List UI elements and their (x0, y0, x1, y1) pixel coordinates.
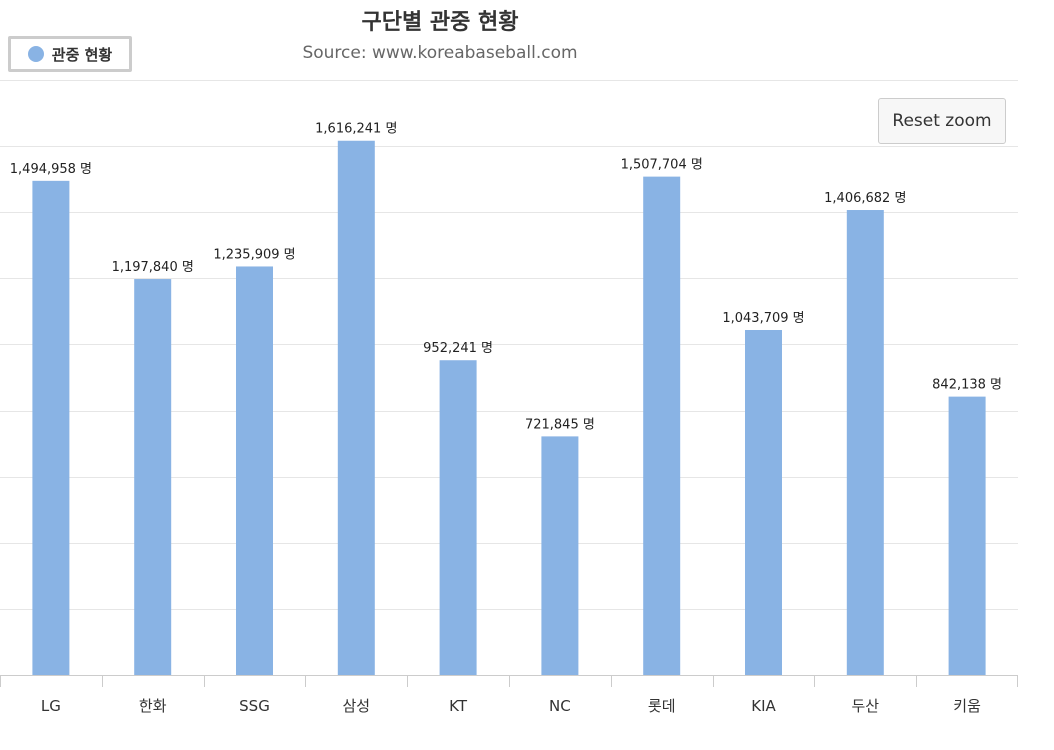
legend-label: 관중 현황 (51, 45, 113, 64)
data-label-6: 1,507,704 명 (621, 158, 703, 173)
x-tick-label-9: 키움 (953, 697, 981, 715)
bar-8[interactable] (846, 210, 884, 676)
bar-7[interactable] (745, 329, 782, 675)
bar-2[interactable] (236, 266, 273, 675)
x-tick-label-4: KT (449, 697, 468, 715)
bar-3[interactable] (337, 140, 375, 675)
bar-5[interactable] (541, 436, 579, 675)
x-tick-label-1: 한화 (139, 697, 167, 715)
bar-1[interactable] (134, 279, 172, 675)
data-label-5: 721,845 명 (525, 417, 595, 432)
data-label-9: 842,138 명 (932, 378, 1002, 393)
data-label-3: 1,616,241 명 (315, 122, 397, 137)
data-label-8: 1,406,682 명 (824, 191, 906, 206)
chart-title: 구단별 관중 현황 (361, 10, 519, 35)
bar-6[interactable] (643, 176, 681, 676)
data-label-7: 1,043,709 명 (722, 311, 804, 326)
data-label-4: 952,241 명 (423, 341, 493, 356)
data-label-2: 1,235,909 명 (213, 247, 295, 262)
data-label-1: 1,197,840 명 (112, 260, 194, 275)
bar-0[interactable] (32, 180, 70, 676)
x-tick-label-8: 두산 (851, 697, 879, 715)
x-tick-label-2: SSG (239, 697, 270, 715)
reset-zoom-button[interactable]: Reset zoom (878, 98, 1006, 144)
x-tick-label-3: 삼성 (342, 697, 370, 715)
legend-circle-icon (27, 46, 44, 62)
x-tick-label-7: KIA (751, 697, 776, 715)
x-tick-label-0: LG (41, 697, 61, 715)
data-label-0: 1,494,958 명 (10, 162, 92, 177)
x-tick-label-5: NC (549, 697, 571, 715)
bar-4[interactable] (439, 360, 477, 675)
bar-9[interactable] (948, 396, 986, 675)
chart-subtitle: Source: www.koreabaseball.com (302, 43, 578, 63)
x-tick-label-6: 롯데 (648, 697, 676, 715)
legend-item[interactable]: 관중 현황 (8, 36, 132, 72)
